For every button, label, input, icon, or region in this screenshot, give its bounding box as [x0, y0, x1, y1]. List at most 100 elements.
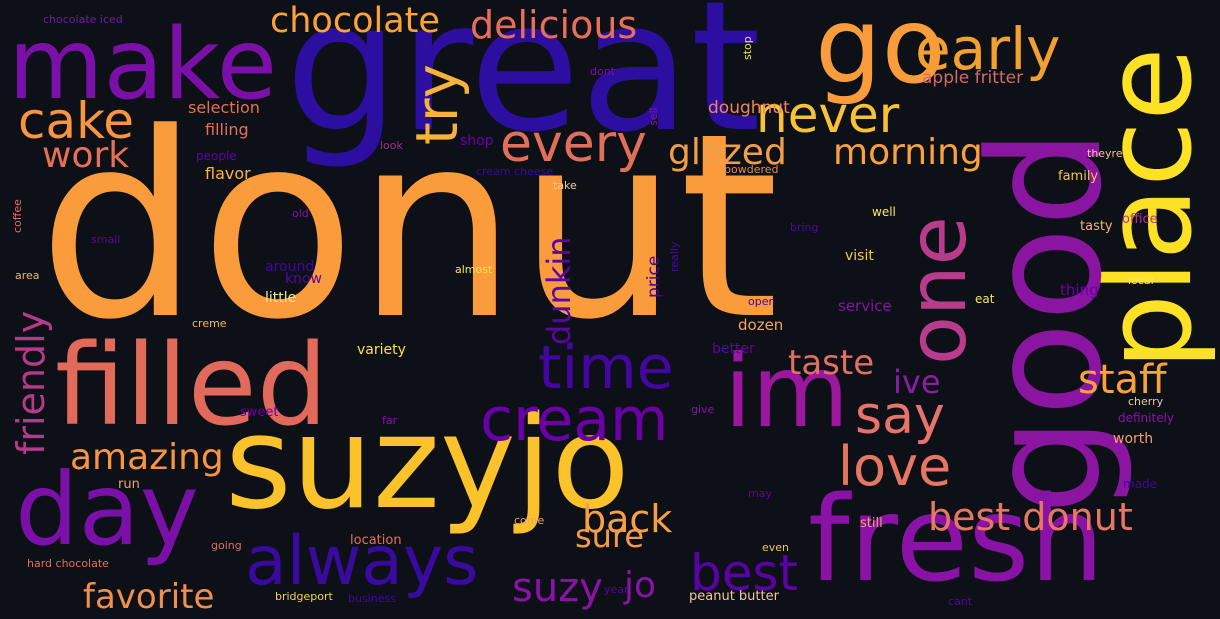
word-suzy: suzy — [512, 565, 603, 611]
word-far: far — [382, 414, 398, 427]
word-run: run — [118, 477, 140, 492]
word-variety: variety — [357, 342, 406, 358]
word-doughnut: doughnut — [708, 98, 790, 118]
word-cake: cake — [18, 92, 135, 150]
word-well: well — [872, 205, 896, 219]
word-better: better — [712, 341, 755, 357]
word-stop: stop — [741, 36, 754, 60]
word-may: may — [748, 487, 772, 500]
word-chocolate-iced: chocolate iced — [43, 13, 123, 26]
word-selection: selection — [188, 98, 260, 117]
word-peanut-butter: peanut butter — [689, 589, 779, 604]
word-area: area — [15, 269, 40, 282]
word-come: come — [514, 514, 545, 527]
word-favorite: favorite — [83, 577, 215, 617]
word-go: go — [815, 0, 946, 107]
word-dozen: dozen — [738, 316, 784, 334]
word-delicious: delicious — [470, 3, 638, 47]
word-glazed: glazed — [668, 132, 787, 173]
word-im: im — [724, 333, 850, 450]
word-old: old — [292, 207, 309, 220]
word-always: always — [245, 522, 479, 601]
word-made: made — [1123, 477, 1158, 491]
word-almost: almost — [455, 263, 493, 276]
word-bridgeport: bridgeport — [275, 590, 333, 603]
word-jo: jo — [624, 565, 657, 606]
word-cream: cream — [480, 385, 669, 455]
word-amazing: amazing — [70, 437, 224, 478]
word-suzyjo: suzyjo — [225, 389, 630, 538]
word-make: make — [8, 8, 278, 122]
word-early: early — [915, 15, 1061, 83]
word-take: take — [553, 179, 577, 192]
word-going: going — [211, 539, 242, 552]
word-flavor: flavor — [205, 164, 251, 183]
word-one: one — [891, 216, 984, 365]
word-bring: bring — [790, 221, 819, 234]
word-taste: taste — [788, 343, 875, 383]
word-love: love — [838, 435, 952, 498]
word-fresh: fresh — [808, 470, 1105, 608]
word-sweet: sweet — [240, 405, 279, 420]
word-really: really — [668, 241, 681, 272]
word-price: price — [644, 255, 664, 298]
word-visit: visit — [845, 248, 874, 264]
word-look: look — [380, 139, 403, 152]
word-donut: donut — [38, 79, 780, 376]
word-thing: thing — [1060, 281, 1099, 299]
word-dunkin: dunkin — [540, 236, 578, 345]
word-great: great — [285, 0, 761, 172]
word-theyre: theyre — [1087, 147, 1123, 160]
word-try: try — [403, 64, 471, 145]
word-know: know — [285, 271, 322, 287]
word-give: give — [691, 403, 715, 416]
word-morning: morning — [833, 132, 983, 173]
word-eat: eat — [975, 292, 995, 306]
word-best-donut: best donut — [928, 495, 1133, 539]
word-little: little — [265, 290, 297, 306]
word-shop: shop — [460, 133, 494, 149]
word-definitely: definitely — [1118, 411, 1175, 425]
word-office: office — [1122, 212, 1158, 227]
word-staff: staff — [1078, 357, 1167, 403]
word-apple-fritter: apple fritter — [922, 68, 1024, 88]
word-filling: filling — [205, 120, 249, 139]
word-day: day — [15, 451, 199, 568]
word-creme: creme — [192, 317, 227, 330]
word-cherry: cherry — [1128, 395, 1164, 408]
word-small: small — [91, 233, 121, 246]
word-cream-cheese: cream cheese — [476, 165, 554, 178]
word-every: every — [500, 114, 647, 174]
word-even: even — [762, 541, 790, 554]
word-never: never — [756, 86, 900, 144]
word-sell: sell — [647, 107, 660, 126]
word-good: good — [955, 128, 1136, 515]
word-say: say — [855, 386, 945, 446]
word-local: local — [1128, 274, 1154, 287]
word-best: best — [690, 544, 799, 602]
word-cant: cant — [948, 595, 973, 608]
word-people: people — [196, 149, 237, 163]
word-chocolate: chocolate — [270, 1, 440, 41]
word-still: still — [860, 516, 883, 531]
word-coffee: coffee — [11, 199, 24, 233]
word-powdered: powdered — [724, 163, 779, 176]
word-hard-chocolate: hard chocolate — [27, 557, 109, 570]
word-year: year — [604, 583, 629, 596]
word-location: location — [350, 533, 402, 548]
word-dont: dont — [590, 65, 615, 78]
word-worth: worth — [1113, 431, 1154, 447]
word-ive: ive — [893, 363, 941, 401]
word-around: around — [265, 259, 315, 275]
word-work: work — [42, 135, 130, 176]
word-open: open — [748, 295, 776, 308]
word-filled: filled — [55, 321, 328, 451]
word-business: business — [348, 592, 396, 605]
word-back: back — [582, 497, 673, 541]
word-time: time — [538, 333, 674, 403]
word-service: service — [838, 297, 892, 315]
word-friendly: friendly — [9, 310, 53, 455]
word-family: family — [1058, 169, 1099, 184]
word-sure: sure — [575, 517, 645, 555]
